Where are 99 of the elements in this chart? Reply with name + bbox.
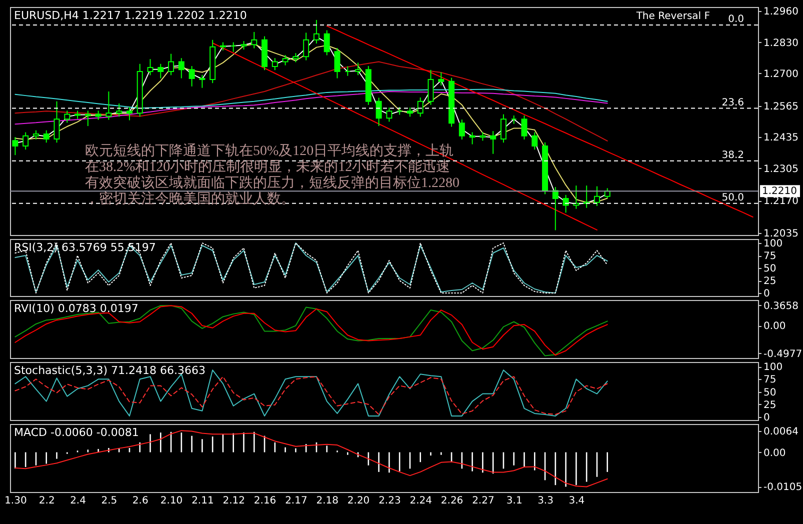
annotation: 38.2: [722, 150, 744, 161]
y-tick-label: 1.2170: [764, 196, 798, 208]
candlestick: [521, 114, 528, 140]
candlestick: [22, 132, 29, 150]
candlestick: [386, 107, 392, 122]
candlestick: [230, 42, 236, 52]
y-tick-label: 1.2565: [764, 101, 798, 112]
x-tick-label: 2.24: [410, 496, 432, 506]
x-tick-label: 2.27: [472, 496, 494, 506]
candlestick: [594, 186, 600, 206]
candlestick: [562, 194, 569, 214]
chart-title: MACD -0.0060 -0.0081: [14, 426, 139, 439]
candlestick: [406, 107, 413, 118]
candlestick: [438, 72, 444, 86]
y-tick-label: 50: [764, 387, 776, 398]
candlestick: [116, 102, 122, 118]
candlestick: [313, 19, 320, 44]
y-tick-label: 0.0064: [764, 426, 798, 438]
candlestick: [417, 96, 424, 118]
candlestick: [188, 66, 195, 87]
x-tick-label: 2.26: [440, 496, 464, 506]
candlestick: [324, 30, 330, 56]
candlestick: [355, 62, 362, 76]
candlestick: [334, 48, 340, 79]
annotation: 0.0: [728, 14, 744, 25]
candlestick: [344, 66, 351, 76]
y-tick-label: -0.4977: [764, 348, 802, 360]
y-tick-label: 0.3658: [764, 300, 798, 312]
x-tick-label: 2.4: [70, 496, 86, 506]
annotation: The Reversal F: [635, 11, 710, 22]
line-series: [14, 376, 608, 415]
candlestick: [147, 58, 154, 76]
candlestick: [303, 32, 310, 61]
y-tick-label: 0: [764, 412, 770, 424]
annotation: 23.6: [722, 97, 744, 108]
candlestick: [106, 90, 112, 120]
y-tick-label: 1.2305: [764, 164, 798, 175]
annotation: 50.0: [722, 192, 744, 204]
candlestick: [32, 130, 39, 140]
chart-title: RVI(10) 0.0783 0.0197: [14, 302, 138, 315]
y-tick-label: 25: [764, 400, 776, 411]
y-tick-label: -0.0105: [764, 482, 802, 494]
x-tick-label: 2.17: [285, 496, 308, 506]
candlestick: [428, 69, 434, 106]
candlestick: [168, 53, 174, 76]
y-tick-label: 1.2960: [764, 6, 798, 18]
candlestick: [532, 132, 538, 150]
y-tick-label: 1.2700: [764, 68, 798, 80]
candlestick: [490, 130, 496, 154]
x-tick-label: 2.5: [101, 496, 118, 506]
candlestick: [272, 58, 278, 71]
candlestick: [458, 119, 465, 140]
ref-line-label: 1.2210: [762, 186, 797, 198]
x-tick-label: 3.4: [568, 496, 585, 506]
candlestick: [292, 52, 299, 63]
x-tick-label: 2.23: [378, 496, 401, 506]
x-tick-label: 2.20: [347, 496, 370, 506]
candlestick: [469, 132, 476, 145]
y-tick-label: 50: [764, 264, 776, 274]
y-tick-label: 75: [764, 251, 776, 262]
candlestick: [282, 54, 288, 66]
x-tick-label: 2.18: [316, 496, 338, 506]
y-tick-label: 25: [764, 276, 776, 287]
candlestick: [251, 31, 258, 49]
candlestick: [43, 130, 50, 144]
x-tick-label: 3.1: [506, 496, 522, 506]
y-tick-label: 75: [764, 374, 776, 386]
x-tick-label: 2.11: [192, 496, 214, 506]
y-tick-label: 1.2435: [764, 132, 798, 144]
chart-title: EURUSD,H4 1.2217 1.2219 1.2202 1.2210: [14, 9, 247, 22]
candlestick: [178, 58, 184, 79]
x-tick-label: 1.30: [4, 496, 27, 506]
y-tick-label: 0.00: [764, 321, 786, 332]
candlestick: [64, 110, 70, 124]
candlestick: [552, 186, 558, 231]
x-tick-label: 2.12: [222, 496, 245, 506]
candlestick: [500, 114, 506, 144]
line-series: [212, 42, 598, 230]
y-tick-label: 1.2035: [764, 228, 798, 240]
candlestick: [376, 97, 382, 127]
candlestick: [54, 100, 60, 144]
y-tick-label: 1.2830: [764, 38, 798, 49]
y-tick-label: 0.00: [764, 448, 786, 459]
candlestick: [12, 136, 18, 156]
candlestick: [199, 74, 206, 88]
y-tick-label: 100: [764, 362, 783, 374]
x-tick-label: 2.2: [38, 496, 55, 506]
y-tick-label: 0: [764, 288, 770, 300]
candlestick: [126, 106, 132, 121]
x-tick-label: 3.3: [538, 496, 554, 506]
y-tick-label: 100: [764, 238, 783, 250]
candlestick: [95, 110, 102, 120]
x-tick-label: 2.10: [160, 496, 183, 506]
line-series: [14, 242, 608, 294]
x-tick-label: 2.16: [254, 496, 276, 506]
candlestick: [604, 188, 610, 199]
chart-title: Stochastic(5,3,3) 71.2418 66.3663: [14, 364, 206, 377]
candlestick: [158, 63, 164, 79]
x-tick-label: 2.6: [132, 496, 148, 506]
